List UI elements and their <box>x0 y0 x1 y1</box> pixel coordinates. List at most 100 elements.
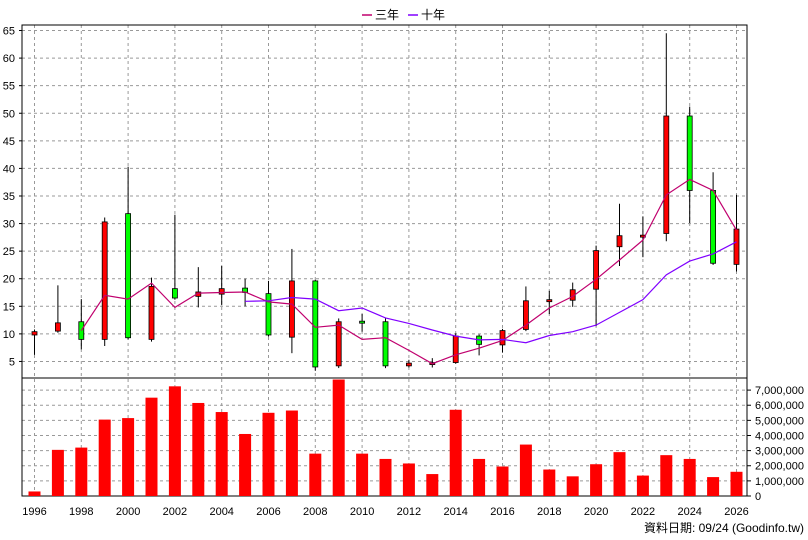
volume-tick-label: 3,000,000 <box>755 446 804 458</box>
volume-bar <box>473 458 486 496</box>
x-tick-label: 2020 <box>584 506 608 518</box>
price-tick-label: 35 <box>3 191 15 203</box>
volume-bar <box>613 452 626 496</box>
volume-bar <box>426 474 439 496</box>
tick-labels: 1996 1998 2000 2002 2004 2006 2008 2010 2012 2014… <box>3 26 804 518</box>
x-tick-label: 2000 <box>116 506 140 518</box>
x-tick-label: 2026 <box>724 506 748 518</box>
price-tick-label: 45 <box>3 136 15 148</box>
volume-bar <box>660 455 673 496</box>
volume-bar <box>519 444 532 496</box>
volume-bar <box>332 379 345 496</box>
candle-body <box>359 320 366 324</box>
volume-bar <box>262 412 275 496</box>
volume-bar <box>28 491 41 496</box>
volume-bar <box>51 449 64 496</box>
x-tick-label: 2016 <box>490 506 514 518</box>
moving-average-lines <box>80 178 738 365</box>
volume-tick-label: 6,000,000 <box>755 400 804 412</box>
x-tick-label: 2014 <box>443 506 467 518</box>
volume-bar <box>566 476 579 496</box>
candle-body <box>171 288 178 299</box>
x-tick-label: 1996 <box>22 506 46 518</box>
volume-bar <box>215 412 228 496</box>
legend: 三年 十年 <box>362 8 445 22</box>
volume-bar <box>683 458 696 496</box>
volume-bar <box>496 466 509 496</box>
ma10-line <box>245 241 737 344</box>
price-tick-label: 25 <box>3 246 15 258</box>
price-candles <box>31 33 740 371</box>
volume-bar <box>309 453 322 496</box>
volume-tick-label: 7,000,000 <box>755 385 804 397</box>
legend-label-ma3: 三年 <box>375 8 399 22</box>
candle-body <box>499 330 506 346</box>
candle-body <box>218 288 225 295</box>
volume-bar <box>285 410 298 496</box>
volume-bar <box>449 409 462 496</box>
x-tick-label: 2018 <box>537 506 561 518</box>
candle-body <box>593 250 599 290</box>
price-tick-label: 55 <box>3 81 15 93</box>
candle-body <box>452 335 459 363</box>
volume-bar <box>75 447 88 496</box>
candle-body <box>335 321 342 367</box>
volume-bar <box>636 475 649 496</box>
volume-bar <box>192 402 205 496</box>
price-tick-label: 15 <box>3 301 15 313</box>
candle-body <box>686 115 693 191</box>
volume-bar <box>379 458 392 496</box>
volume-tick-label: 4,000,000 <box>755 430 804 442</box>
x-tick-label: 2002 <box>163 506 187 518</box>
volume-bar <box>590 464 603 496</box>
price-tick-label: 60 <box>3 53 15 65</box>
volume-tick-label: 1,000,000 <box>755 476 804 488</box>
candle-body <box>288 280 295 338</box>
x-tick-label: 2012 <box>397 506 421 518</box>
price-tick-label: 10 <box>3 329 15 341</box>
volume-tick-label: 0 <box>755 491 761 503</box>
volume-bar <box>239 433 252 496</box>
volume-bar <box>543 469 556 496</box>
candle-body <box>523 300 529 330</box>
x-tick-label: 2010 <box>350 506 374 518</box>
candle-body <box>312 280 319 368</box>
price-tick-label: 65 <box>3 26 15 38</box>
price-tick-label: 20 <box>3 274 15 286</box>
price-tick-label: 30 <box>3 219 15 231</box>
volume-bar <box>356 453 369 496</box>
volume-bar <box>145 397 158 496</box>
source-note: 資料日期: 09/24 (Goodinfo.tw) <box>644 521 804 535</box>
x-tick-label: 2004 <box>209 506 233 518</box>
price-tick-label: 5 <box>9 356 15 368</box>
x-tick-label: 2008 <box>303 506 327 518</box>
x-tick-label: 2024 <box>677 506 701 518</box>
candle-body <box>265 293 272 336</box>
x-tick-label: 2022 <box>631 506 655 518</box>
x-tick-label: 2006 <box>256 506 280 518</box>
candle-body <box>55 322 61 332</box>
candle-body <box>382 321 389 367</box>
price-tick-label: 50 <box>3 108 15 120</box>
volume-bar <box>122 418 135 496</box>
volume-tick-label: 5,000,000 <box>755 415 804 427</box>
candle-body <box>125 213 131 339</box>
candle-body <box>148 286 155 340</box>
candle-body <box>616 235 623 248</box>
candle-body <box>546 299 553 303</box>
volume-bars <box>28 379 743 496</box>
candle-body <box>31 331 38 336</box>
x-tick-label: 1998 <box>69 506 93 518</box>
candle-body <box>733 228 740 265</box>
volume-bar <box>402 463 415 496</box>
volume-bar <box>730 471 743 496</box>
volume-bar <box>168 386 181 496</box>
legend-label-ma10: 十年 <box>421 8 445 22</box>
candle-body <box>663 115 670 234</box>
candle-body <box>101 221 108 340</box>
volume-tick-label: 2,000,000 <box>755 461 804 473</box>
price-tick-label: 40 <box>3 163 15 175</box>
candle-body <box>405 362 412 367</box>
volume-bar <box>707 477 720 496</box>
